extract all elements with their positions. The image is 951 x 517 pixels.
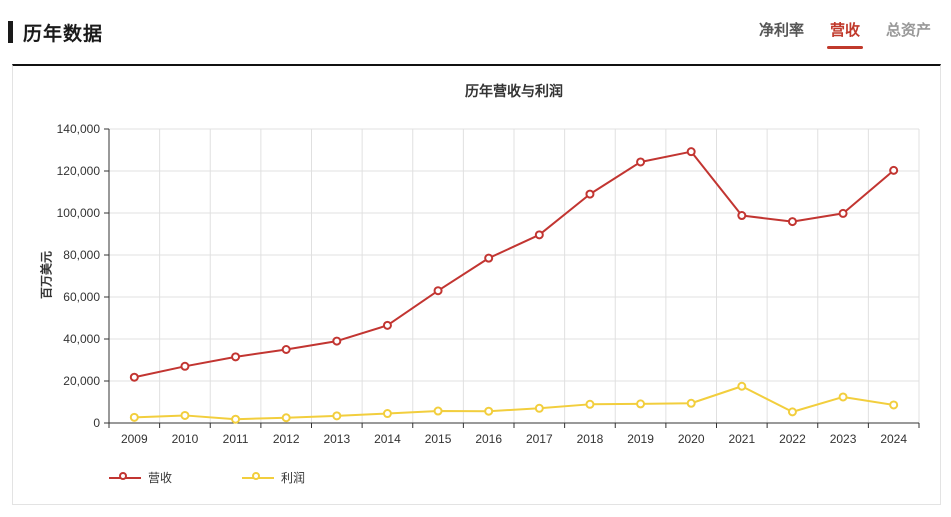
svg-text:2011: 2011: [223, 432, 249, 446]
legend-label: 利润: [281, 471, 306, 485]
svg-text:2017: 2017: [526, 432, 553, 446]
chart-card: 0 20,000 40,000 60,000 80,000 100,000 120,000 1…: [12, 64, 941, 505]
svg-text:100,000: 100,000: [57, 206, 101, 220]
svg-text:2023: 2023: [830, 432, 857, 446]
page-header: 历年数据 净利率 营收 总资产: [0, 0, 951, 64]
svg-text:80,000: 80,000: [63, 248, 100, 262]
revenue-line-marker-icon: [109, 471, 141, 484]
svg-text:40,000: 40,000: [63, 332, 100, 346]
profit-line-marker-icon: [242, 471, 275, 484]
svg-text:2009: 2009: [121, 432, 148, 446]
svg-text:2013: 2013: [323, 432, 350, 446]
svg-text:20,000: 20,000: [63, 374, 100, 388]
page-title: 历年数据: [23, 23, 104, 45]
legend-dot-icon: [119, 471, 127, 480]
svg-text:0: 0: [93, 416, 100, 430]
legend-label: 营收: [148, 471, 173, 485]
svg-text:2024: 2024: [880, 432, 907, 446]
tab-bar: 净利率 营收 总资产: [759, 19, 931, 49]
tab-net-margin[interactable]: 净利率: [758, 22, 804, 39]
svg-text:2016: 2016: [475, 432, 502, 446]
chart-svg: 0 20,000 40,000 60,000 80,000 100,000 120,000 1…: [57, 122, 920, 446]
svg-text:2022: 2022: [779, 432, 806, 446]
tab-total-assets[interactable]: 总资产: [885, 22, 931, 39]
svg-text:2020: 2020: [678, 432, 705, 446]
svg-text:2019: 2019: [627, 432, 654, 446]
legend-item-profit[interactable]: 利润: [242, 469, 305, 486]
title-wrap: 历年数据: [8, 19, 103, 46]
legend-dot-icon: [252, 471, 261, 480]
svg-text:120,000: 120,000: [57, 164, 101, 178]
svg-text:140,000: 140,000: [57, 122, 101, 136]
svg-text:2015: 2015: [425, 432, 452, 446]
svg-text:2012: 2012: [273, 432, 300, 446]
svg-text:2021: 2021: [728, 432, 755, 446]
svg-text:2018: 2018: [577, 432, 604, 446]
chart-title: 历年营收与利润: [465, 83, 563, 99]
chart-legend: 营收 利润: [109, 469, 305, 486]
title-accent-bar: [8, 21, 13, 43]
svg-text:2014: 2014: [374, 432, 401, 446]
svg-text:2010: 2010: [172, 432, 199, 446]
tab-revenue[interactable]: 营收: [826, 19, 864, 49]
legend-item-revenue[interactable]: 营收: [109, 469, 172, 486]
y-axis-name: 百万美元: [39, 250, 54, 300]
svg-text:60,000: 60,000: [63, 290, 100, 304]
